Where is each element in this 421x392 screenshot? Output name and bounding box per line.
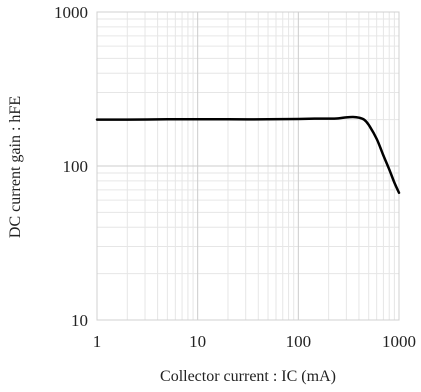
hfe-curve [95, 115, 401, 195]
x-axis-label: Collector current : IC (mA) [160, 368, 336, 385]
x-tick-label: 1 [93, 332, 102, 351]
plot-frame [96, 11, 400, 321]
x-tick-label: 10 [189, 332, 206, 351]
y-tick-label: 1000 [54, 3, 88, 22]
y-tick-label: 10 [71, 311, 88, 330]
x-tick-labels: 1 10 100 1000 [93, 332, 416, 351]
y-axis-label: DC current gain : hFE [7, 96, 24, 238]
x-tick-label: 1000 [382, 332, 416, 351]
y-tick-labels: 10 100 1000 [54, 3, 88, 330]
y-tick-label: 100 [63, 157, 89, 176]
major-grid [97, 12, 399, 320]
x-tick-label: 100 [286, 332, 312, 351]
